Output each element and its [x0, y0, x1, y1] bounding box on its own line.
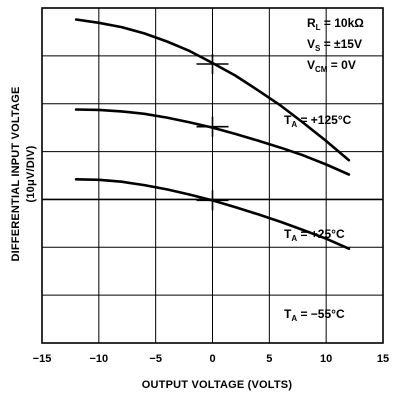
series-labels: TA = +125°C TA = +25°C TA = −55°C — [284, 113, 352, 323]
x-tick-label: 5 — [266, 353, 272, 365]
x-tick-label: 15 — [377, 353, 389, 365]
x-tick-labels: −15 −10 −5 0 5 10 15 — [33, 353, 389, 365]
x-tick-label: −5 — [149, 353, 162, 365]
y-axis-title: DIFFERENTIAL INPUT VOLTAGE (10μV/DIV) — [10, 86, 37, 261]
zero-markers — [196, 53, 229, 211]
y-axis-title-line1: DIFFERENTIAL INPUT VOLTAGE — [10, 86, 22, 261]
test-conditions: RL = 10kΩ VS = ±15V VCM = 0V — [307, 16, 364, 74]
condition-3: VCM = 0V — [307, 58, 356, 74]
condition-2: VS = ±15V — [307, 37, 362, 53]
series-label-1: TA = +125°C — [284, 113, 352, 129]
x-tick-label: −15 — [33, 353, 52, 365]
grid — [41, 7, 384, 344]
condition-1: RL = 10kΩ — [307, 16, 364, 32]
series-label-2: TA = +25°C — [284, 227, 345, 243]
x-tick-label: 10 — [320, 353, 332, 365]
y-axis-title-line2: (10μV/DIV) — [25, 145, 37, 202]
series-label-3: TA = −55°C — [284, 307, 345, 323]
x-tick-label: −10 — [89, 353, 108, 365]
x-axis-title: OUTPUT VOLTAGE (VOLTS) — [142, 379, 293, 391]
x-tick-label: 0 — [209, 353, 215, 365]
